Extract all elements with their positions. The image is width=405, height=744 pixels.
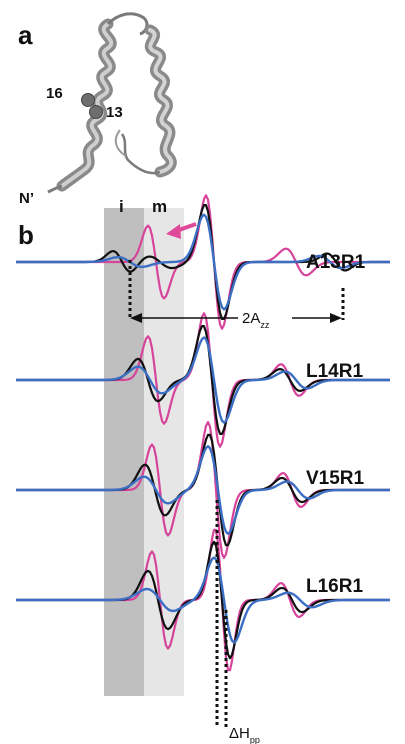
- spectrum-v15r1-blue-trace: [16, 445, 390, 535]
- immobile-band: [104, 208, 144, 696]
- spectrum-label-l16r1: L16R1: [306, 576, 363, 597]
- spectrum-label-a13r1: A13R1: [306, 252, 366, 273]
- residue-label-13: 13: [106, 104, 123, 121]
- residue-label-16: 16: [46, 85, 63, 102]
- spectrum-label-v15r1: V15R1: [306, 468, 365, 489]
- band-label-immobile: i: [119, 197, 124, 216]
- spectrum-label-l14r1: L14R1: [306, 361, 363, 382]
- azz-label: 2Azz: [242, 310, 270, 330]
- spectra-layer: [16, 194, 390, 672]
- band-label-mobile: m: [152, 197, 167, 216]
- mobile-shift-arrow: [166, 222, 197, 239]
- spectrum-l16r1-blue-trace: [16, 556, 390, 644]
- hpp-measurement: [215, 500, 228, 728]
- azz-measurement: [128, 260, 345, 323]
- n-terminus-label: N’: [19, 190, 34, 207]
- panel-b-letter: b: [18, 220, 34, 250]
- spectrum-l14r1-blue-trace: [16, 336, 390, 424]
- panel-a-letter: a: [18, 20, 33, 50]
- protein-ribbon-image: [47, 12, 177, 194]
- hpp-label: ΔHpp: [229, 725, 260, 744]
- spectrum-a13r1-blue-trace: [16, 213, 390, 311]
